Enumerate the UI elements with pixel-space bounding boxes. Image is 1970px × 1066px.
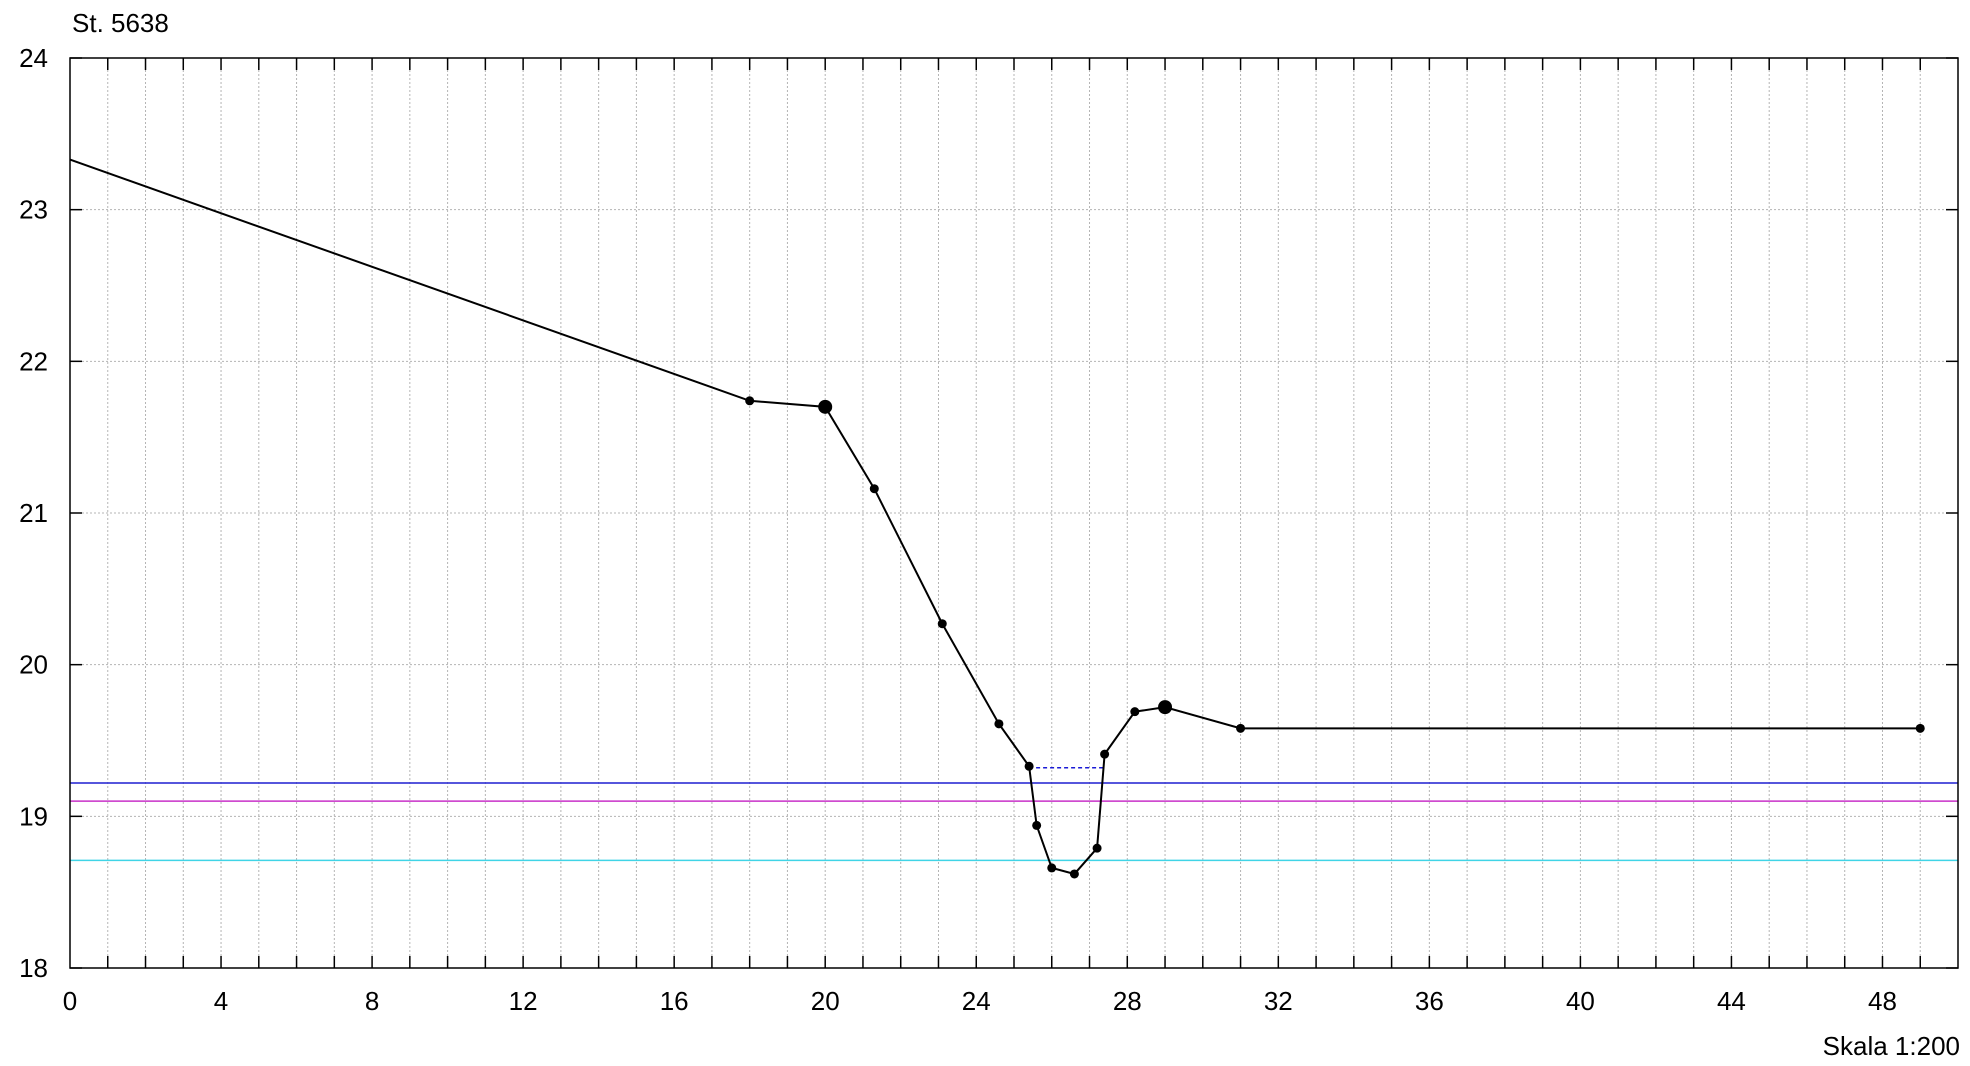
profile-point <box>1024 761 1034 771</box>
x-axis-labels: 0 4 8 12 16 20 24 28 32 36 40 44 48 <box>63 986 1897 1016</box>
profile-series <box>69 158 1925 879</box>
x-tick-label: 48 <box>1868 986 1897 1016</box>
y-axis-labels: 18 19 20 21 22 23 24 <box>19 43 48 983</box>
x-tick-label: 40 <box>1566 986 1595 1016</box>
profile-point <box>1069 869 1079 879</box>
profile-point <box>1130 707 1140 717</box>
y-tick-label: 19 <box>19 801 48 831</box>
profile-point <box>937 619 947 629</box>
x-tick-label: 8 <box>365 986 379 1016</box>
chart-title: St. 5638 <box>72 8 169 38</box>
x-tick-label: 32 <box>1264 986 1293 1016</box>
y-tick-label: 18 <box>19 953 48 983</box>
y-tick-label: 23 <box>19 195 48 225</box>
profile-point <box>1047 863 1057 873</box>
profile-point <box>994 719 1004 729</box>
grid-lines <box>70 58 1958 968</box>
profile-point <box>1092 843 1102 853</box>
x-tick-label: 12 <box>509 986 538 1016</box>
profile-line <box>69 158 1921 876</box>
y-tick-label: 21 <box>19 498 48 528</box>
x-tick-label: 4 <box>214 986 228 1016</box>
profile-point <box>1236 723 1246 733</box>
profile-point <box>1032 820 1042 830</box>
profile-point-large <box>818 399 833 414</box>
axis-ticks <box>70 57 1958 969</box>
reference-levels <box>70 767 1958 862</box>
x-tick-label: 20 <box>811 986 840 1016</box>
profile-point <box>1915 723 1925 733</box>
x-tick-label: 0 <box>63 986 77 1016</box>
profile-point <box>869 484 879 494</box>
profile-point <box>745 396 755 406</box>
y-tick-label: 24 <box>19 43 48 73</box>
x-tick-label: 24 <box>962 986 991 1016</box>
x-tick-label: 44 <box>1717 986 1746 1016</box>
y-tick-label: 20 <box>19 650 48 680</box>
scale-label: Skala 1:200 <box>1823 1031 1960 1061</box>
y-tick-label: 22 <box>19 346 48 376</box>
profile-point-large <box>1158 700 1173 715</box>
x-tick-label: 36 <box>1415 986 1444 1016</box>
profile-point <box>1100 749 1110 759</box>
x-tick-label: 28 <box>1113 986 1142 1016</box>
x-tick-label: 16 <box>660 986 689 1016</box>
